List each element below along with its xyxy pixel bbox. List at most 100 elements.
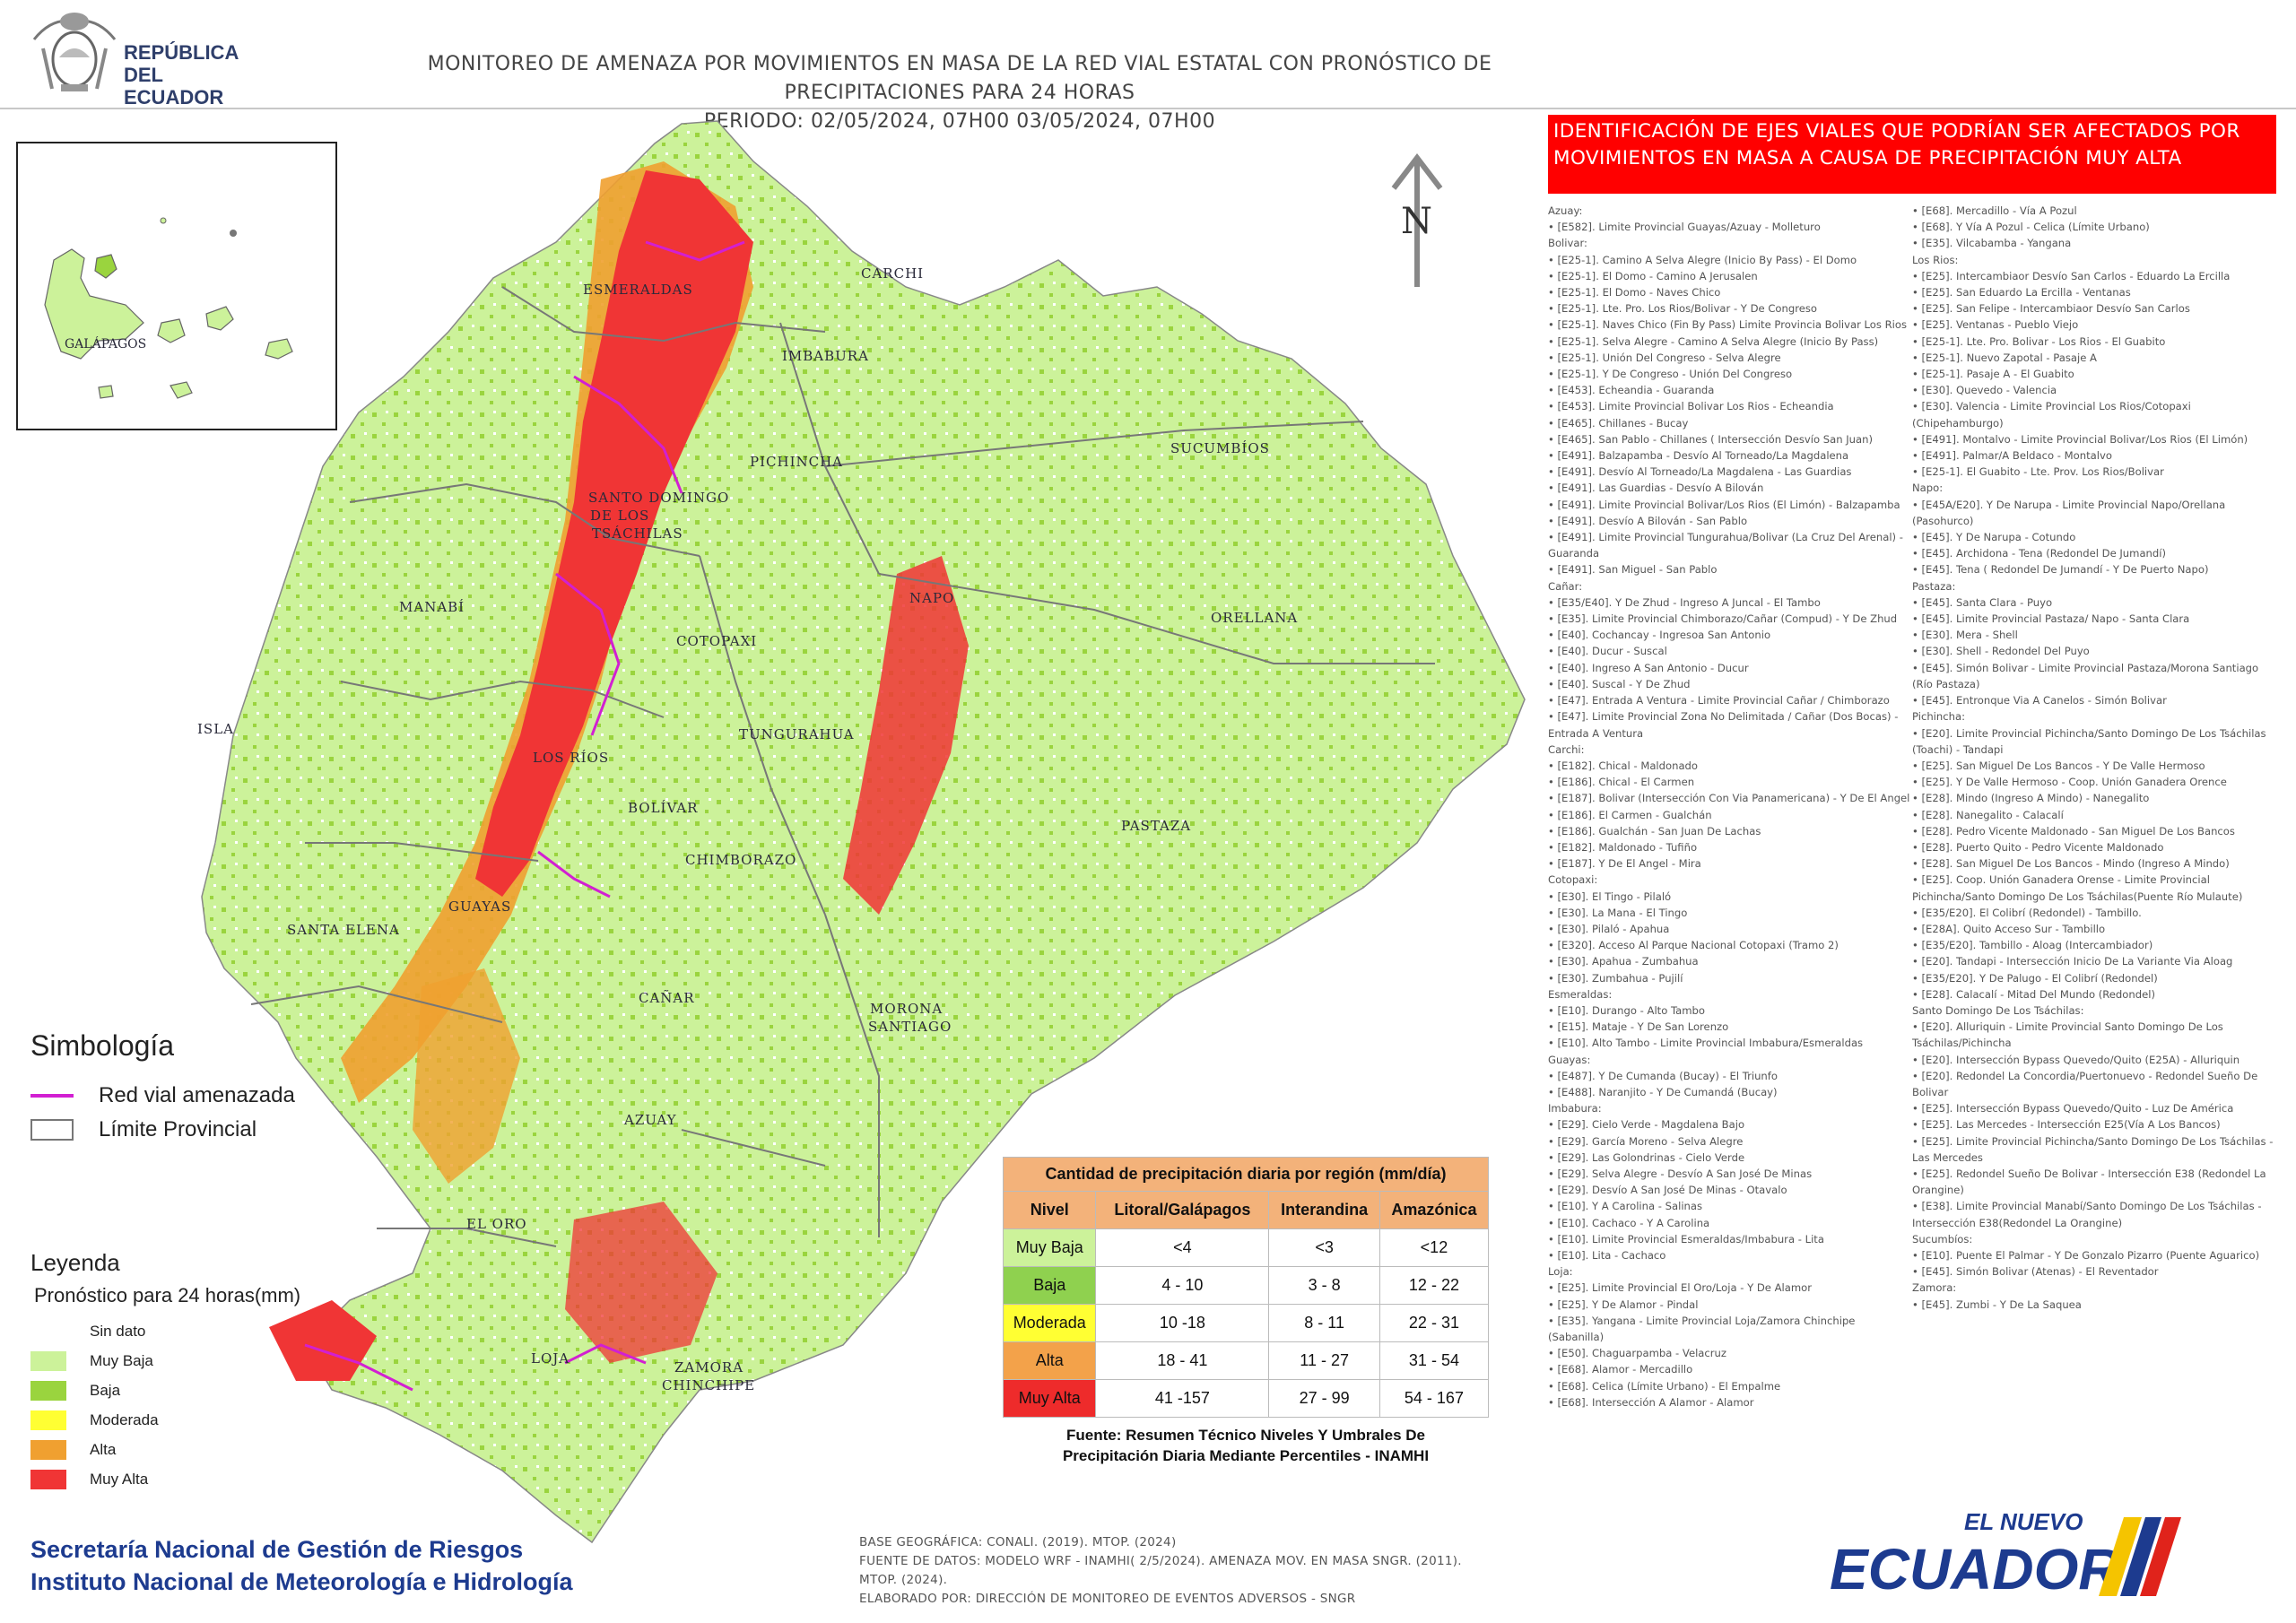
road-list-item: • [E28]. Calacalí - Mitad Del Mundo (Red… [1912,987,2155,1001]
road-list-item: • [E10]. Cachaco - Y A Carolina [1548,1216,1710,1229]
road-list-item: • [E30]. El Tingo - Pilaló [1548,890,1672,903]
value-cell: <4 [1095,1228,1270,1267]
logo-line1: REPÚBLICA [124,41,239,64]
road-list-item: • [E187]. Bolivar (Intersección Con Via … [1548,792,1910,805]
legend-label: Muy Alta [90,1470,149,1488]
road-list-item: • [E10]. Limite Provincial Esmeraldas/Im… [1548,1232,1824,1245]
label-imbabura: IMBABURA [782,348,869,364]
road-list-item: • [E35/E20]. Y De Palugo - El Colibrí (R… [1912,971,2158,985]
logo-small-text: EL NUEVO [1964,1508,2083,1535]
legend-swatch [30,1469,66,1489]
road-list-item: • [E45]. Archidona - Tena (Redondel De J… [1912,547,2166,560]
road-list-item: • [E45]. Limite Provincial Pastaza/ Napo… [1912,612,2190,626]
label-canar: CAÑAR [639,990,695,1006]
road-list-item: • [E10]. Alto Tambo - Limite Provincial … [1548,1037,1864,1050]
symbol-road: Red vial amenazada [30,1079,295,1113]
road-list-item: • [E29]. Las Golondrinas - Cielo Verde [1548,1150,1745,1164]
label-morona-1: MORONA [870,1001,943,1017]
coat-of-arms-icon [32,13,117,91]
table-row: Moderada 10 -18 8 - 11 22 - 31 [1002,1304,1490,1342]
road-list-item: • [E25]. Intersección Bypass Quevedo/Qui… [1912,1102,2234,1115]
road-list-item: • [E28A]. Quito Acceso Sur - Tambillo [1912,922,2106,935]
road-list-item: • [E25-1]. El Domo - Camino A Jerusalen [1548,269,1758,282]
road-list-province: Pastaza: [1912,579,1956,593]
road-list-item: • [E10]. Durango - Alto Tambo [1548,1003,1706,1017]
road-list-item: • [E491]. Balzapamba - Desvío Al Tornead… [1548,449,1849,463]
road-list-province: Azuay: [1548,204,1583,217]
road-list-province: Loja: [1548,1265,1573,1279]
galapagos-map: GALÁPAGOS [44,217,293,399]
label-zamora-2: CHINCHIPE [662,1377,755,1393]
road-list-item: • [E40]. Ingreso A San Antonio - Ducur [1548,661,1749,674]
road-list-item: • [E186]. Gualchán - San Juan De Lachas [1548,824,1761,838]
road-list-item: • [E25]. San Eduardo La Ercilla - Ventan… [1912,286,2131,299]
label-los-rios: LOS RÍOS [533,750,609,766]
road-list-item: • [E35/E40]. Y De Zhud - Ingreso A Junca… [1548,595,1821,609]
leyenda-panel: Leyenda Pronóstico para 24 horas(mm) Sin… [30,1249,300,1494]
road-list-item: • [E29]. García Moreno - Selva Alegre [1548,1134,1744,1148]
label-el-oro: EL ORO [466,1216,527,1232]
road-list-item: • [E491]. Limite Provincial Bolivar/Los … [1548,498,1900,511]
road-list-province: Napo: [1912,482,1944,495]
table-row: Baja 4 - 10 3 - 8 12 - 22 [1002,1266,1490,1305]
col-header: Litoral/Galápagos [1095,1191,1270,1229]
road-list-item: • [E45]. Entronque Via A Canelos - Simón… [1912,694,2167,707]
label-pichincha: PICHINCHA [750,454,843,470]
legend-label: Sin dato [90,1322,146,1340]
label-carchi: CARCHI [861,265,924,282]
road-list-item: • [E453]. Limite Provincial Bolivar Los … [1548,400,1834,413]
road-list-item: • [E487]. Y De Cumanda (Bucay) - El Triu… [1548,1069,1778,1082]
road-list-item: • [E20]. Redondel La Concordia/Puertonue… [1912,1069,2258,1098]
road-list-item: • [E20]. Intersección Bypass Quevedo/Qui… [1912,1053,2240,1066]
road-list-item: • [E488]. Naranjito - Y De Cumandá (Buca… [1548,1085,1778,1098]
road-list-item: • [E25]. Las Mercedes - Intersección E25… [1912,1118,2221,1132]
source-author: ELABORADO POR: DIRECCIÓN DE MONITOREO DE… [859,1592,1356,1606]
road-list-item: • [E25-1]. Camino A Selva Alegre (Inicio… [1548,253,1857,266]
limit-label: Límite Provincial [99,1117,257,1141]
precip-source: Fuente: Resumen Técnico Niveles Y Umbral… [1003,1425,1489,1466]
legend-item: Moderada [30,1405,300,1435]
road-list-item: • [E25-1]. Lte. Pro. Los Rios/Bolivar - … [1548,302,1817,316]
road-list-item: • [E68]. Alamor - Mercadillo [1548,1363,1693,1376]
road-list-item: • [E40]. Cochancay - Ingresoa San Antoni… [1548,629,1771,642]
road-list-item: • [E25]. Ventanas - Pueblo Viejo [1912,318,2079,332]
road-list-item: • [E25]. Intercambiaor Desvío San Carlos… [1912,269,2231,282]
logo-big-text: ECUADOR [1830,1537,2120,1601]
road-list-item: • [E25-1]. Y De Congreso - Unión Del Con… [1548,368,1793,381]
legend-swatch [30,1410,66,1430]
road-list-item: • [E25]. Y De Alamor - Pindal [1548,1298,1699,1311]
level-cell: Alta [1002,1341,1097,1380]
road-list-item: • [E29]. Desvío A San José De Minas - Ot… [1548,1184,1787,1197]
road-list-item: • [E491]. San Miguel - San Pablo [1548,563,1718,577]
legend-swatch [30,1380,66,1401]
road-list-item: • [E10]. Puente El Palmar - Y De Gonzalo… [1912,1249,2260,1262]
threatened-roads [304,240,745,1392]
level-cell: Moderada [1002,1304,1097,1342]
road-list-item: • [E453]. Echeandia - Guaranda [1548,384,1715,397]
legend-label: Alta [90,1440,117,1458]
value-cell: <12 [1378,1228,1490,1267]
legend-swatch [30,1321,66,1341]
label-santo-domingo-2: DE LOS [590,508,649,524]
road-list-item: • [E25]. Limite Provincial Pichincha/San… [1912,1134,2274,1164]
road-list-item: • [E29]. Cielo Verde - Magdalena Bajo [1548,1118,1745,1132]
value-cell: 8 - 11 [1268,1304,1380,1342]
label-santa-elena: SANTA ELENA [287,922,400,938]
amazon-alta-zone [843,556,969,915]
symbol-limit: Límite Provincial [30,1113,295,1147]
level-cell: Baja [1002,1266,1097,1305]
value-cell: 10 -18 [1095,1304,1270,1342]
road-list-item: • [E20]. Limite Provincial Pichincha/San… [1912,726,2266,756]
road-list-item: • [E186]. Chical - El Carmen [1548,776,1695,789]
footer-sources: BASE GEOGRÁFICA: CONALI. (2019). MTOP. (… [859,1533,1462,1609]
road-list-item: • [E491]. Desvío A Bilován - San Pablo [1548,514,1748,527]
road-list-item: • [E45]. Simón Bolivar - Limite Provinci… [1912,661,2259,690]
road-list-item: • [E35/E20]. Tambillo - Aloag (Intercamb… [1912,939,2153,952]
ecuador-map: ESMERALDAS CARCHI IMBABURA PICHINCHA SUC… [197,120,1526,1544]
value-cell: 3 - 8 [1268,1266,1380,1305]
andes-muyalta-zone [475,170,753,897]
table-row: Muy Baja <4 <3 <12 [1002,1228,1490,1267]
road-list-item: • [E45]. Zumbi - Y De La Saquea [1912,1298,2082,1311]
source-geo: BASE GEOGRÁFICA: CONALI. (2019). MTOP. (… [859,1535,1177,1549]
label-manabi: MANABÍ [399,599,465,615]
